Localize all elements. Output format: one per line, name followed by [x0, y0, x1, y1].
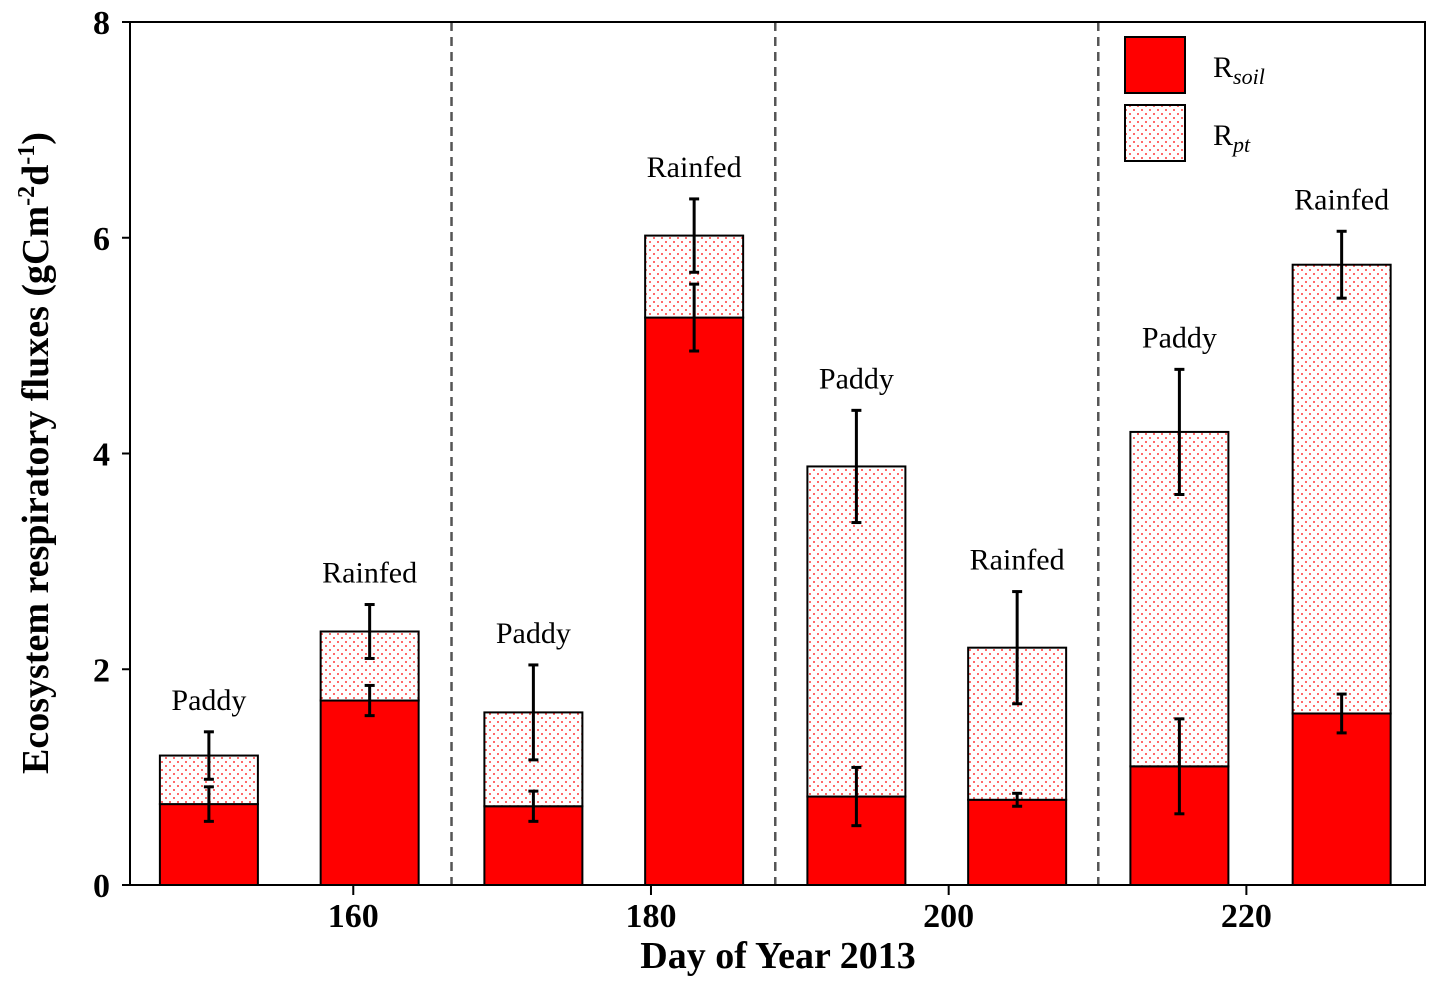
legend-label: Rsoil [1213, 51, 1265, 89]
bar-segment [967, 798, 1068, 886]
y-title-part: Ecosystem respiratory fluxes (gCm [15, 206, 57, 774]
y-title-sup: -1 [14, 145, 40, 165]
x-tick-label: 180 [625, 898, 676, 935]
error-bar [851, 408, 862, 525]
bar-segment [644, 316, 745, 886]
legend-subscript: soil [1233, 64, 1265, 89]
legend-swatch [1124, 36, 1186, 94]
bar-label: Paddy [171, 684, 246, 717]
plot-frame [129, 21, 1426, 886]
legend-name: R [1213, 51, 1233, 84]
y-tick-label: 6 [93, 221, 110, 258]
y-tick-label: 2 [93, 652, 110, 689]
x-axis-title: Day of Year 2013 [640, 935, 915, 977]
error-bar [689, 282, 700, 353]
error-bar [851, 765, 862, 828]
error-bar [364, 683, 375, 718]
y-tick-label: 0 [93, 868, 110, 905]
y-tick-label: 4 [93, 437, 110, 474]
bar-segment [319, 699, 420, 886]
error-bar [1012, 791, 1023, 808]
legend-label: Rpt [1213, 119, 1251, 157]
bar-label: Rainfed [970, 544, 1065, 577]
bar-label: Rainfed [322, 557, 417, 590]
y-title-sup: -2 [14, 186, 40, 206]
error-bar [203, 730, 214, 781]
error-bar [364, 603, 375, 660]
legend-swatch [1124, 104, 1186, 162]
error-bar [1336, 692, 1347, 735]
x-tick-label: 160 [328, 898, 379, 935]
error-bar [689, 197, 700, 274]
y-title-part: ) [15, 132, 57, 145]
error-bar [203, 785, 214, 823]
bar-segment [1291, 263, 1392, 715]
error-bar [1012, 590, 1023, 706]
y-title-part: d [15, 165, 57, 186]
bar-segment [1291, 712, 1392, 887]
legend-name: R [1213, 119, 1233, 152]
bar-label: Rainfed [647, 151, 742, 184]
legend-subscript: pt [1231, 132, 1251, 157]
bar-label: Rainfed [1294, 183, 1389, 216]
x-tick-label: 220 [1221, 898, 1272, 935]
error-bar [528, 789, 539, 823]
error-bar [1174, 717, 1185, 816]
bar-label: Paddy [1142, 321, 1217, 354]
y-tick-label: 8 [93, 5, 110, 42]
x-tick-label: 200 [923, 898, 974, 935]
error-bar [1174, 367, 1185, 496]
error-bar [528, 663, 539, 762]
y-axis-title: Ecosystem respiratory fluxes (gCm-2d-1) [14, 132, 57, 774]
error-bar [1336, 229, 1347, 300]
bar-label: Paddy [496, 617, 571, 650]
bar-label: Paddy [819, 362, 894, 395]
